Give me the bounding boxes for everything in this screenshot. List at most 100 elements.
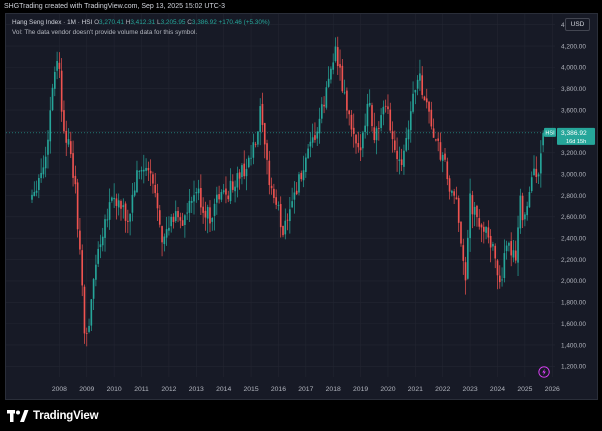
x-tick-label: 2026 xyxy=(545,386,560,393)
candle-body xyxy=(111,197,113,201)
legend-symbol[interactable]: Hang Seng Index · 1M · HSI xyxy=(12,19,93,26)
candle-body xyxy=(343,92,346,94)
candle-body xyxy=(245,169,248,177)
candle-body xyxy=(47,139,49,155)
x-tick-label: 2018 xyxy=(326,386,341,393)
candle-body xyxy=(60,70,63,112)
candle-body xyxy=(165,229,168,238)
candle-body xyxy=(330,68,332,80)
y-tick-label: 2,600.00 xyxy=(561,214,586,221)
candle-body xyxy=(309,141,312,147)
candle-body xyxy=(279,204,282,228)
candle-body xyxy=(473,206,476,215)
candle-body xyxy=(448,178,451,192)
candle-body xyxy=(476,205,478,218)
candle-body xyxy=(220,192,223,200)
candle-body xyxy=(327,78,330,87)
candle-body xyxy=(209,207,211,224)
y-tick-label: 1,400.00 xyxy=(561,342,586,349)
candle-body xyxy=(76,182,79,230)
price-chart[interactable]: 1,200.00 1,400.00 1,600.00 1,800.00 2,000.00… xyxy=(6,14,597,399)
x-tick-label: 2013 xyxy=(189,386,204,393)
legend-change: +170.46 (+5.30%) xyxy=(218,19,270,26)
candle-body xyxy=(514,250,517,261)
y-tick-label: 2,000.00 xyxy=(561,278,586,285)
lightning-icon[interactable] xyxy=(538,366,550,378)
candle-body xyxy=(307,148,309,159)
currency-button[interactable]: USD xyxy=(565,18,590,31)
candle-body xyxy=(56,61,58,71)
candle-body xyxy=(478,218,481,227)
symbol-legend[interactable]: Hang Seng Index · 1M · HSI O3,270.41 H3,… xyxy=(12,19,270,26)
candle-body xyxy=(521,195,524,221)
legend-open-value: 3,270.41 xyxy=(99,19,124,26)
y-tick-label: 1,200.00 xyxy=(561,364,586,371)
candle-body xyxy=(163,236,166,245)
x-tick-label: 2011 xyxy=(134,386,149,393)
legend-low-value: 3,205.95 xyxy=(160,19,186,26)
candle-body xyxy=(535,168,538,177)
candle-body xyxy=(403,150,405,167)
candle-body xyxy=(498,275,501,283)
candle-body xyxy=(425,98,428,103)
candle-body xyxy=(391,131,394,140)
candle-body xyxy=(40,172,42,179)
candle-body xyxy=(373,127,376,141)
candle-body xyxy=(147,167,150,171)
candle-body xyxy=(179,217,182,221)
candle-body xyxy=(537,174,540,177)
candle-body xyxy=(266,143,268,160)
candle-body xyxy=(282,225,284,236)
candle-body xyxy=(101,236,104,246)
candle-body xyxy=(359,147,362,151)
candle-body xyxy=(184,215,186,226)
candle-body xyxy=(238,172,241,179)
candle-body xyxy=(136,170,138,193)
candle-body xyxy=(492,244,494,247)
candle-body xyxy=(396,150,398,160)
candle-body xyxy=(140,169,143,172)
candle-body xyxy=(69,141,72,155)
candle-body xyxy=(117,200,120,208)
symbol-tag-text: HSI xyxy=(545,131,555,137)
x-tick-label: 2010 xyxy=(107,386,122,393)
candle-body xyxy=(366,103,369,127)
candle-body xyxy=(129,213,131,222)
candle-body xyxy=(115,198,118,206)
x-tick-label: 2012 xyxy=(161,386,176,393)
candle-body xyxy=(464,262,467,281)
candle-body xyxy=(213,203,216,216)
candle-body xyxy=(31,194,33,200)
candle-body xyxy=(339,64,341,68)
candle-body xyxy=(503,253,506,279)
candle-body xyxy=(263,123,266,145)
lightning-icon-bolt xyxy=(542,368,546,376)
candle-body xyxy=(364,125,366,133)
candle-body xyxy=(341,65,344,92)
candle-body xyxy=(142,169,145,172)
candle-body xyxy=(540,153,542,174)
candle-body xyxy=(261,103,264,125)
chart-panel[interactable]: 1,200.00 1,400.00 1,600.00 1,800.00 2,000.00… xyxy=(5,13,598,400)
lightning-icon-ring xyxy=(538,366,550,378)
candle-body xyxy=(439,142,442,160)
x-tick-label: 2008 xyxy=(52,386,67,393)
candle-body xyxy=(378,128,380,130)
chart-caption: SHGTrading created with TradingView.com,… xyxy=(4,3,226,10)
x-tick-label: 2023 xyxy=(463,386,478,393)
candle-body xyxy=(489,235,492,248)
candle-body xyxy=(270,185,273,189)
tradingview-logo[interactable]: TradingView xyxy=(7,408,99,424)
candle-body xyxy=(259,106,262,132)
candle-body xyxy=(97,248,99,264)
x-tick-label: 2022 xyxy=(435,386,450,393)
candle-body xyxy=(284,220,287,235)
candle-body xyxy=(231,181,234,190)
tradingview-brand: TradingView xyxy=(33,410,99,422)
candle-body xyxy=(177,210,179,218)
candle-body xyxy=(524,214,526,220)
x-tick-label: 2021 xyxy=(408,386,423,393)
candle-body xyxy=(122,205,125,208)
candle-body xyxy=(519,195,522,229)
candle-body xyxy=(348,110,350,115)
